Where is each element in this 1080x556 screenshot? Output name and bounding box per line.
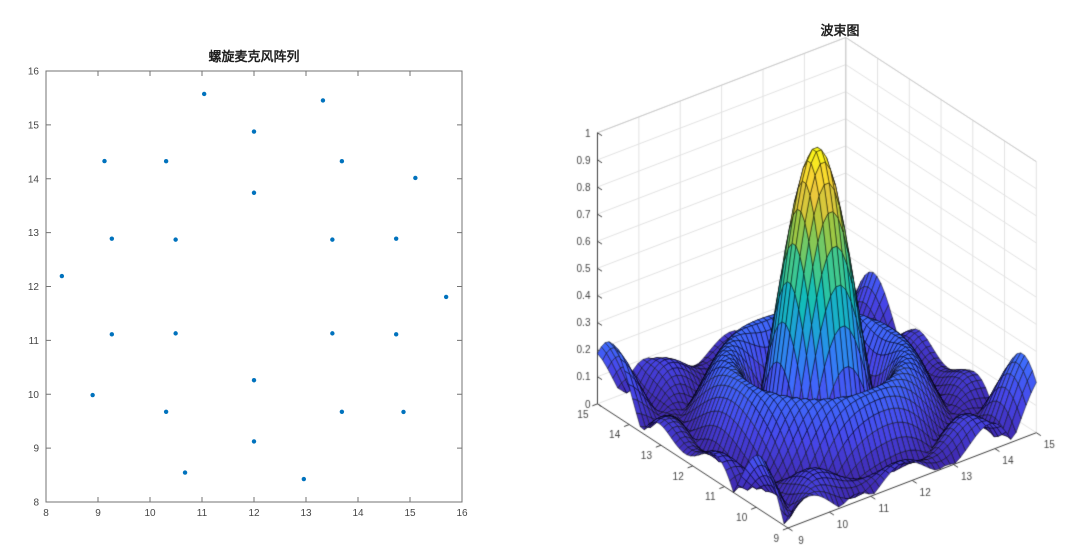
scatter-chart-title: 螺旋麦克风阵列 bbox=[208, 49, 300, 64]
svg-text:16: 16 bbox=[456, 508, 468, 519]
svg-text:10: 10 bbox=[144, 508, 156, 519]
svg-text:11: 11 bbox=[197, 508, 208, 519]
scatter-plot-area: 8 9 10 11 12 13 14 15 16 8 9 10 11 12 13 14 15 16 bbox=[28, 67, 468, 520]
svg-text:8: 8 bbox=[33, 498, 39, 509]
svg-text:9: 9 bbox=[33, 444, 39, 455]
svg-text:12: 12 bbox=[248, 508, 260, 519]
svg-text:14: 14 bbox=[28, 174, 40, 185]
beam-pattern-3d-plot bbox=[540, 0, 1080, 556]
svg-text:11: 11 bbox=[29, 336, 40, 347]
svg-text:15: 15 bbox=[28, 120, 40, 131]
surface-chart-panel: 波束图 bbox=[540, 0, 1080, 556]
svg-text:9: 9 bbox=[95, 508, 101, 519]
svg-text:10: 10 bbox=[28, 390, 40, 401]
svg-text:12: 12 bbox=[28, 282, 40, 293]
svg-text:13: 13 bbox=[300, 508, 312, 519]
surface-chart-title: 波束图 bbox=[820, 23, 860, 38]
scatter-chart-panel: 8 9 10 11 12 13 14 15 16 8 9 10 11 12 13 14 15 16 螺旋麦克风阵列 bbox=[28, 49, 468, 520]
svg-text:8: 8 bbox=[43, 508, 49, 519]
svg-text:16: 16 bbox=[28, 67, 40, 78]
svg-text:14: 14 bbox=[352, 508, 364, 519]
svg-text:13: 13 bbox=[28, 228, 40, 239]
svg-text:15: 15 bbox=[404, 508, 416, 519]
